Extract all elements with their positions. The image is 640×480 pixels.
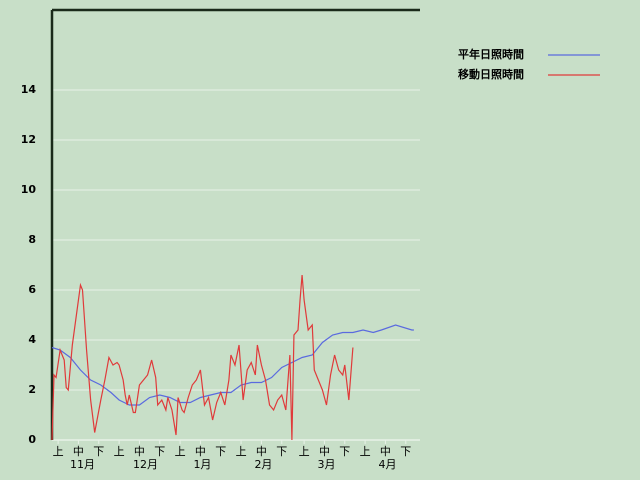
month-label: 1月 — [193, 458, 211, 471]
month-label: 3月 — [317, 458, 335, 471]
y-tick-label: 14 — [21, 83, 37, 96]
x-tick-label: 上 — [236, 445, 247, 458]
x-tick-label: 下 — [400, 445, 411, 458]
month-label: 11月 — [70, 458, 95, 471]
x-tick-label: 中 — [256, 445, 267, 458]
x-tick-label: 上 — [360, 445, 371, 458]
x-tick-label: 上 — [299, 445, 310, 458]
x-tick-label: 下 — [154, 445, 165, 458]
y-tick-label: 10 — [21, 183, 37, 196]
x-tick-label: 下 — [276, 445, 287, 458]
x-tick-label: 中 — [73, 445, 84, 458]
legend-label: 移動日照時間 — [458, 67, 524, 81]
month-label: 4月 — [378, 458, 396, 471]
x-tick-label: 中 — [380, 445, 391, 458]
x-tick-label: 中 — [134, 445, 145, 458]
x-tick-label: 下 — [93, 445, 104, 458]
x-tick-label: 下 — [215, 445, 226, 458]
x-tick-label: 下 — [339, 445, 350, 458]
x-tick-label: 上 — [114, 445, 125, 458]
y-tick-label: 4 — [28, 333, 36, 346]
y-tick-label: 2 — [28, 383, 36, 396]
month-label: 12月 — [133, 458, 158, 471]
x-tick-label: 中 — [319, 445, 330, 458]
legend-label: 平年日照時間 — [458, 47, 524, 61]
series-line — [51, 274, 354, 441]
x-tick-label: 中 — [195, 445, 206, 458]
month-label: 2月 — [254, 458, 272, 471]
y-tick-label: 8 — [28, 233, 36, 246]
x-tick-label: 上 — [175, 445, 186, 458]
y-tick-label: 6 — [28, 283, 36, 296]
y-tick-label: 0 — [28, 433, 36, 446]
series-line — [51, 324, 414, 406]
x-tick-label: 上 — [53, 445, 64, 458]
y-tick-label: 12 — [21, 133, 36, 146]
